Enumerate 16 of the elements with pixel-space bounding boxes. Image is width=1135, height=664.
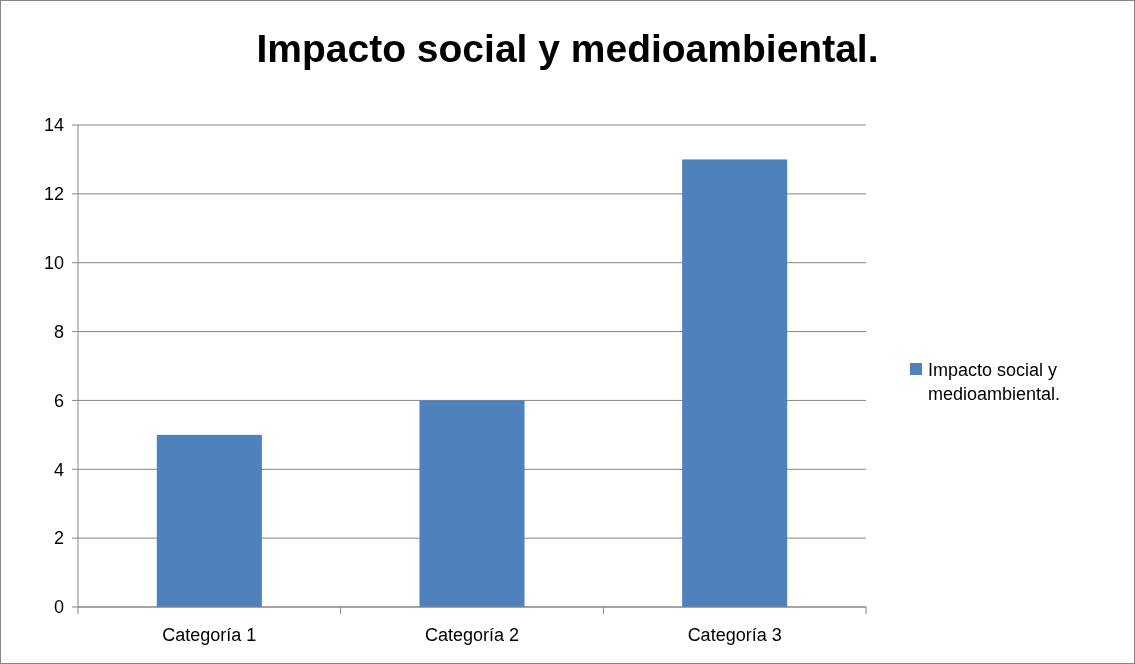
x-tick-label: Categoría 3 [687,625,782,645]
bar [682,159,788,607]
bar [419,400,525,607]
y-tick-label: 2 [53,528,64,549]
y-tick-label: 12 [43,184,64,205]
bar [156,434,262,607]
y-tick-label: 0 [53,597,64,618]
y-tick-label: 8 [53,321,64,342]
y-tick-label: 4 [53,459,64,480]
y-tick-label: 10 [43,253,64,274]
x-tick-label: Categoría 2 [424,625,520,645]
y-tick-label: 6 [53,390,64,411]
chart-title: Impacto social y medioambiental. [256,27,879,70]
y-tick-label: 14 [43,115,64,136]
legend-label: Impacto social y medioambiental. [928,360,1061,404]
x-tick-label: Categoría 1 [162,625,257,645]
